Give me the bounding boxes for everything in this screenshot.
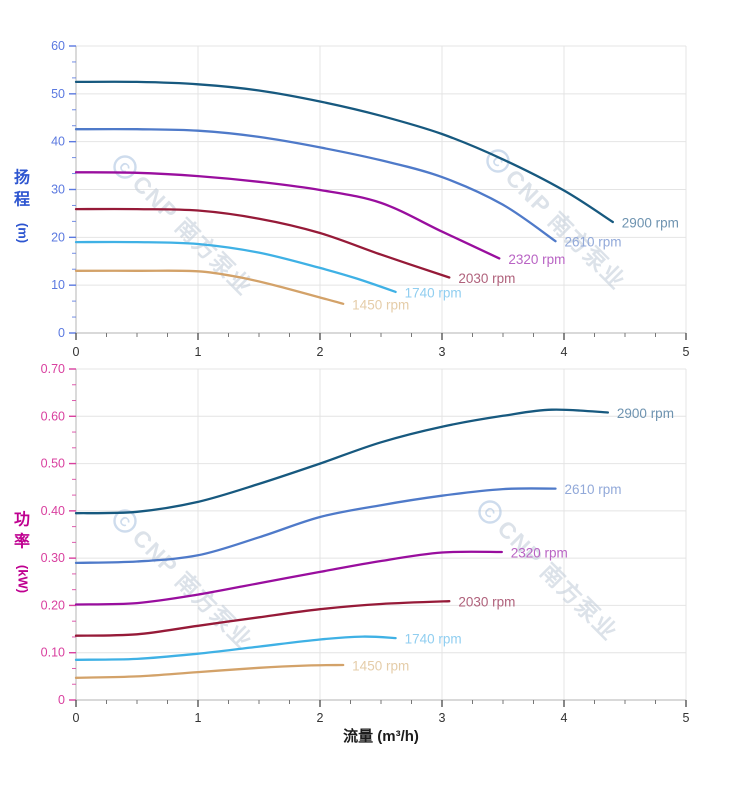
head-curves-x-tick-label: 5: [683, 345, 690, 359]
watermark-text: CNP 南方泵业: [492, 515, 622, 645]
svg-text:(kW): (kW): [16, 565, 31, 593]
power-curves-axes: 0 0.10 0.20 0.30 0.40 0.50 0.60 0.70 0 1 2 3 4 5: [41, 362, 690, 725]
svg-text:程: 程: [14, 191, 30, 209]
head-curves-curve-1450-rpm: [74, 269, 345, 305]
watermark-text: CNP 南方泵业: [500, 164, 630, 294]
head-curves-curve-label-2320-rpm: 2320 rpm: [508, 252, 565, 267]
head-curves-x-tick-label: 4: [561, 345, 568, 359]
power-curves-y-tick-label: 0.20: [41, 598, 65, 612]
power-curves-x-tick-label: 5: [683, 711, 690, 725]
head-curves-x-tick-label: 2: [317, 345, 324, 359]
head-curves-axes: 0 10 20 30 40 50 60 0 1 2 3 4 5: [51, 39, 689, 359]
power-curves-curve-1450-rpm: [74, 663, 345, 679]
power-curves-y-tick-label: 0.30: [41, 551, 65, 565]
power-curves-curve-1740-rpm: [74, 635, 397, 661]
power-curves-y-axis-title: 功率 (kW): [14, 511, 31, 594]
watermark-logo-icon: [113, 155, 137, 179]
power-curves-y-tick-label: 0.70: [41, 362, 65, 376]
power-curves-x-tick-label: 3: [439, 711, 446, 725]
head-curves-curve-label-1450-rpm: 1450 rpm: [352, 297, 409, 312]
head-curves-y-tick-label: 10: [51, 278, 65, 292]
svg-text:率: 率: [14, 532, 30, 551]
power-curves-y-tick-label: 0.60: [41, 409, 65, 423]
svg-text:C: C: [481, 504, 499, 522]
power-curves-y-tick-label: 0.10: [41, 646, 65, 660]
power-curves-y-tick-label: 0: [58, 693, 65, 707]
flow-axis-title: 流量 (m³/h): [343, 727, 419, 745]
power-curves-x-tick-label: 2: [317, 711, 324, 725]
head-curves-curve-2320-rpm: [74, 171, 501, 260]
power-curves-x-tick-label: 0: [73, 711, 80, 725]
power-curves-curve-label-2610-rpm: 2610 rpm: [564, 482, 621, 497]
power-curves-chart: 0 0.10 0.20 0.30 0.40 0.50 0.60 0.70 0 1 2 3 4 5 功率 (kW…: [14, 362, 690, 725]
head-curves-y-tick-label: 0: [58, 326, 65, 340]
power-curves-curve-label-2900-rpm: 2900 rpm: [617, 406, 674, 421]
power-curves-curve-label-2030-rpm: 2030 rpm: [458, 595, 515, 610]
head-curves-y-tick-label: 40: [51, 135, 65, 149]
power-curves-y-tick-label: 0.50: [41, 457, 65, 471]
power-curves-curve-2900-rpm: [74, 408, 610, 515]
svg-text:C: C: [116, 513, 134, 531]
watermark-logo-icon: [478, 500, 502, 524]
head-curves-x-tick-label: 0: [73, 345, 80, 359]
power-curves-grid: [76, 368, 687, 700]
head-curves-x-tick-label: 3: [439, 345, 446, 359]
head-curves-x-tick-label: 1: [195, 345, 202, 359]
power-curves-curve-label-1450-rpm: 1450 rpm: [352, 659, 409, 674]
head-curves-y-axis-title: 扬程 (m): [14, 168, 31, 244]
power-curves-y-tick-label: 0.40: [41, 504, 65, 518]
power-curves-curve-label-2320-rpm: 2320 rpm: [511, 545, 568, 560]
power-curves-x-tick-label: 1: [195, 711, 202, 725]
head-curves-curve-1740-rpm: [74, 240, 397, 294]
svg-text:功: 功: [14, 511, 30, 529]
head-curves-curve-2900-rpm: [74, 80, 614, 224]
power-curves-curve-label-1740-rpm: 1740 rpm: [405, 632, 462, 647]
head-curves-grid: [76, 45, 687, 333]
head-curves-y-tick-label: 60: [51, 39, 65, 53]
power-curves-series-layer: 2900 rpm 2610 rpm 2320 rpm 2030 rpm 1740 rpm…: [74, 406, 674, 679]
svg-text:扬: 扬: [14, 168, 30, 187]
head-curves-chart: 0 10 20 30 40 50 60 0 1 2 3 4 5 扬程 (m): [14, 39, 690, 359]
head-curves-y-tick-label: 30: [51, 183, 65, 197]
head-curves-curve-label-1740-rpm: 1740 rpm: [405, 285, 462, 300]
head-curves-curve-label-2610-rpm: 2610 rpm: [564, 235, 621, 250]
head-curves-curve-2030-rpm: [74, 207, 451, 279]
head-curves-curve-label-2030-rpm: 2030 rpm: [458, 271, 515, 286]
head-curves-curve-label-2900-rpm: 2900 rpm: [622, 216, 679, 231]
head-curves-y-tick-label: 50: [51, 87, 65, 101]
head-curves-curve-2610-rpm: [74, 127, 557, 243]
svg-text:(m): (m): [16, 223, 31, 243]
head-curves-y-tick-label: 20: [51, 230, 65, 244]
power-curves-curve-2320-rpm: [74, 550, 503, 606]
power-curves-x-tick-label: 4: [561, 711, 568, 725]
power-curves-curve-2030-rpm: [74, 600, 451, 637]
power-curves-curve-2610-rpm: [74, 487, 557, 565]
